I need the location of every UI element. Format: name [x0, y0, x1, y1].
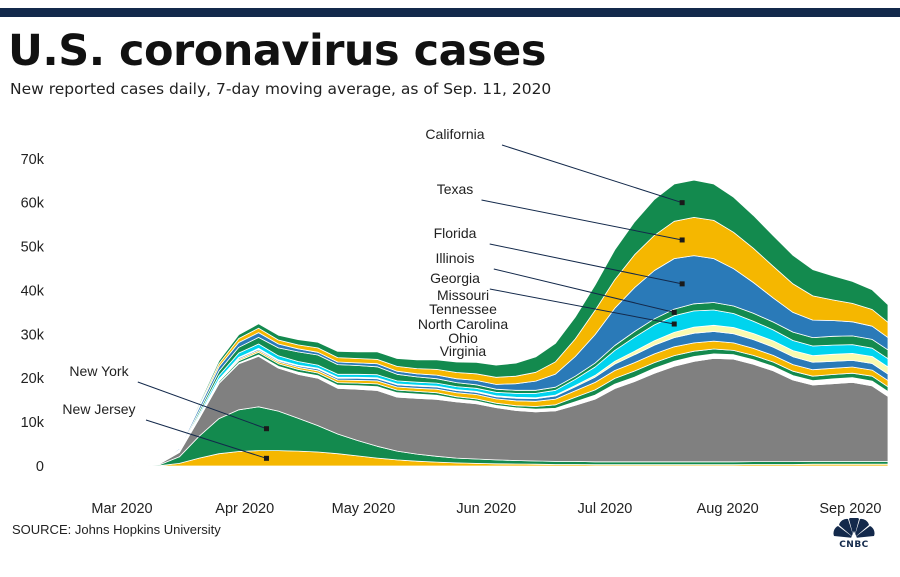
leader-line-florida	[489, 243, 683, 285]
annotation-label-tennessee: Tennessee	[429, 301, 497, 317]
x-tick-label: Sep 2020	[819, 501, 881, 517]
leader-dot-new-jersey	[263, 455, 269, 461]
y-tick-label: 0	[36, 459, 44, 475]
source-note: SOURCE: Johns Hopkins University	[12, 522, 221, 537]
y-tick-label: 10k	[21, 415, 45, 431]
leader-line-georgia	[489, 288, 675, 325]
annotation-label-georgia: Georgia	[430, 270, 480, 286]
annotation-label-california: California	[425, 126, 484, 142]
annotation-label-ohio: Ohio	[448, 330, 478, 346]
annotation-label-texas: Texas	[437, 181, 474, 197]
leader-dot-florida	[679, 281, 685, 287]
annotation-label-missouri: Missouri	[437, 287, 489, 303]
annotations: California Texas Florida Illinois GeorgiaMis…	[61, 125, 685, 461]
x-axis: Mar 2020 Apr 2020 May 2020 Jun 2020 Jul 2020…	[91, 501, 881, 517]
top-bar	[0, 8, 900, 17]
stacked-areas	[119, 179, 889, 467]
y-tick-label: 50k	[21, 240, 45, 256]
y-tick-label: 60k	[21, 196, 45, 212]
area-california	[119, 179, 889, 467]
annotation-label-virginia: Virginia	[440, 343, 487, 359]
cnbc-peacock-logo	[833, 518, 875, 538]
y-tick-label: 20k	[21, 371, 45, 387]
annotation-label-illinois: Illinois	[436, 250, 475, 266]
cnbc-logo-text: CNBC	[839, 540, 869, 550]
leader-line-illinois	[493, 268, 675, 313]
leader-dot-texas	[679, 237, 685, 243]
x-tick-label: Apr 2020	[215, 501, 274, 517]
leader-line-california	[501, 144, 683, 204]
annotation-label-new-jersey: New Jersey	[62, 401, 135, 417]
leader-line-new-jersey	[145, 419, 267, 459]
leader-line-texas	[481, 199, 683, 241]
leader-dot-california	[679, 200, 685, 206]
x-tick-label: Aug 2020	[697, 501, 759, 517]
annotation-label-florida: Florida	[434, 225, 477, 241]
chart-title: U.S. coronavirus cases	[8, 26, 546, 76]
leader-dot-georgia	[671, 321, 677, 327]
x-tick-label: Jun 2020	[456, 501, 516, 517]
leader-line-new-york	[137, 381, 267, 430]
leader-dot-illinois	[671, 309, 677, 315]
annotation-label-new-york: New York	[69, 363, 129, 379]
x-tick-label: May 2020	[332, 501, 396, 517]
chart-subtitle: New reported cases daily, 7-day moving a…	[10, 80, 552, 98]
y-tick-label: 40k	[21, 283, 45, 299]
x-tick-label: Jul 2020	[578, 501, 633, 517]
y-tick-label: 70k	[21, 152, 45, 168]
annotation-label-north-carolina: North Carolina	[418, 316, 508, 332]
leader-dot-new-york	[263, 426, 269, 432]
y-tick-label: 30k	[21, 327, 45, 343]
x-tick-label: Mar 2020	[91, 501, 152, 517]
y-axis: 0 10k 20k 30k 40k 50k 60k 70k	[21, 152, 45, 475]
